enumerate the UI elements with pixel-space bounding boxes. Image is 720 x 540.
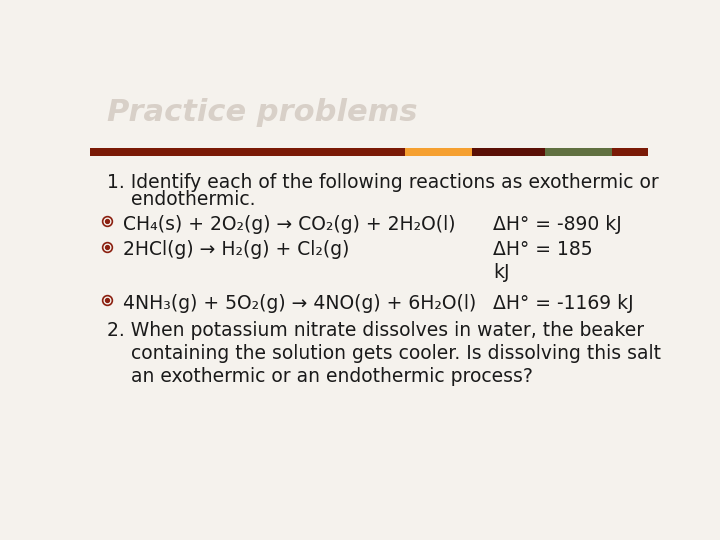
Text: endothermic.: endothermic. — [107, 190, 256, 208]
Text: ΔH° = -1169 kJ: ΔH° = -1169 kJ — [493, 294, 634, 313]
Bar — [545, 148, 612, 156]
Text: 2HCl(g) → H₂(g) + Cl₂(g): 2HCl(g) → H₂(g) + Cl₂(g) — [122, 240, 349, 259]
Text: kJ: kJ — [493, 264, 510, 282]
Text: CH₄(s) + 2O₂(g) → CO₂(g) + 2H₂O(l): CH₄(s) + 2O₂(g) → CO₂(g) + 2H₂O(l) — [122, 215, 455, 234]
Text: ΔH° = 185: ΔH° = 185 — [493, 240, 593, 259]
Text: 2. When potassium nitrate dissolves in water, the beaker: 2. When potassium nitrate dissolves in w… — [107, 321, 644, 340]
Text: 1. Identify each of the following reactions as exothermic or: 1. Identify each of the following reacti… — [107, 173, 659, 192]
Bar — [612, 148, 648, 156]
Text: Practice problems: Practice problems — [107, 98, 418, 127]
Bar — [405, 148, 472, 156]
Bar — [90, 148, 405, 156]
Text: ΔH° = -890 kJ: ΔH° = -890 kJ — [493, 215, 622, 234]
Text: an exothermic or an endothermic process?: an exothermic or an endothermic process? — [107, 367, 533, 387]
Text: 4NH₃(g) + 5O₂(g) → 4NO(g) + 6H₂O(l): 4NH₃(g) + 5O₂(g) → 4NO(g) + 6H₂O(l) — [122, 294, 476, 313]
Text: containing the solution gets cooler. Is dissolving this salt: containing the solution gets cooler. Is … — [107, 345, 661, 363]
Bar — [472, 148, 545, 156]
